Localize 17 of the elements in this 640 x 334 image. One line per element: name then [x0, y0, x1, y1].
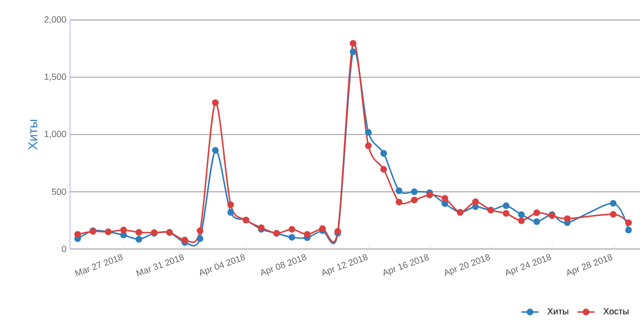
x-tick-label: Apr 12 2018: [322, 254, 368, 276]
legend-label: Хиты: [547, 308, 568, 314]
legend-label: Хосты: [603, 308, 629, 314]
y-tick-label: 2,000: [44, 16, 66, 24]
x-tick-label: Apr 16 2018: [384, 254, 429, 276]
x-tick-label: Apr 28 2018: [567, 254, 612, 276]
y-axis-title: Хиты: [28, 120, 38, 150]
x-tick-label: Mar 31 2018: [136, 254, 184, 276]
x-tick-label: Apr 24 2018: [506, 254, 552, 276]
y-tick-label: 500: [52, 188, 66, 195]
y-tick-label: 1,000: [44, 130, 66, 138]
x-tick-label: Mar 27 2018: [74, 254, 123, 276]
y-tick-label: 0: [62, 246, 66, 252]
x-tick-label: Apr 04 2018: [200, 254, 246, 276]
x-tick-label: Apr 08 2018: [261, 254, 306, 276]
y-tick-label: 1,500: [44, 74, 66, 81]
x-tick-label: Apr 20 2018: [444, 254, 490, 276]
